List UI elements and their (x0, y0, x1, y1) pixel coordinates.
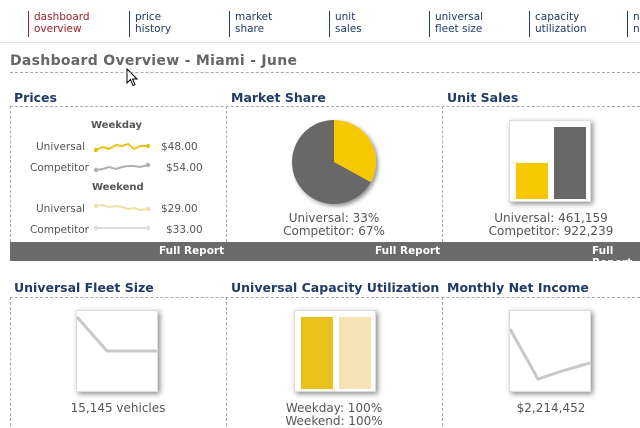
unit-sales-full-report-link[interactable]: Full Report (592, 245, 633, 269)
net-income-chart-frame (509, 310, 591, 392)
price-row-label: Competitor (30, 162, 90, 174)
top-nav: dashboard overview price history market … (0, 0, 640, 43)
divider (226, 106, 227, 242)
fleet-size-caption: 15,145 vehicles (70, 401, 166, 415)
divider (10, 106, 640, 107)
divider (10, 297, 640, 298)
pie-slice-universal (334, 120, 376, 183)
price-row-label: Universal (36, 141, 86, 153)
unit-sales-chart-frame (509, 120, 591, 202)
bar-universal (516, 162, 548, 199)
page-title: Dashboard Overview - Miami - June (10, 53, 298, 69)
divider (442, 106, 443, 242)
universal-weekday-sparkline (94, 142, 151, 153)
price-row-label: Competitor (30, 224, 90, 236)
divider (10, 106, 11, 242)
net-income-line-chart (510, 328, 590, 381)
divider (226, 297, 227, 426)
prices-footer-bar (10, 242, 226, 261)
capacity-weekday: Weekday: 100% (285, 401, 383, 415)
market-share-footer-bar (226, 242, 442, 261)
price-value: $48.00 (161, 141, 198, 153)
divider (10, 72, 640, 73)
market-share-title[interactable]: Market Share (231, 90, 326, 105)
fleet-size-title[interactable]: Universal Fleet Size (14, 280, 154, 295)
nav-universal-fleet-size[interactable]: universal fleet size (429, 11, 483, 37)
capacity-weekend: Weekend: 100% (285, 414, 383, 428)
fleet-size-chart-frame (76, 310, 158, 392)
unit-sales-bar-chart (516, 127, 586, 199)
net-income-caption: $2,214,452 (516, 401, 586, 415)
unit-sales-footer-bar (442, 242, 640, 261)
price-value: $54.00 (166, 162, 203, 174)
prices-title[interactable]: Prices (14, 90, 57, 105)
market-share-pie (292, 120, 376, 204)
unit-sales-universal: Universal: 461,159 (494, 211, 608, 225)
competitor-weekday-sparkline (94, 162, 151, 173)
nav-dashboard-overview[interactable]: dashboard overview (28, 11, 90, 37)
mouse-cursor-icon (126, 68, 138, 87)
bar-competitor (554, 127, 586, 199)
capacity-chart-frame (294, 310, 376, 392)
capacity-title[interactable]: Universal Capacity Utilization (231, 280, 440, 295)
divider (10, 297, 11, 426)
price-value: $33.00 (166, 224, 203, 236)
bar-weekend (339, 317, 371, 389)
competitor-weekend-sparkline (94, 225, 151, 231)
universal-weekend-sparkline (94, 203, 151, 212)
price-value: $29.00 (161, 203, 198, 215)
nav-more[interactable]: n n (627, 11, 640, 37)
market-share-universal: Universal: 33% (288, 211, 380, 225)
pie-slice-competitor (292, 120, 371, 204)
unit-sales-title[interactable]: Unit Sales (447, 90, 519, 105)
weekday-label: Weekday (91, 120, 143, 131)
market-share-full-report-link[interactable]: Full Report (375, 245, 441, 257)
price-row-label: Universal (36, 203, 86, 215)
divider (442, 297, 443, 426)
bar-weekday (301, 317, 333, 389)
prices-full-report-link[interactable]: Full Report (159, 245, 225, 257)
market-share-competitor: Competitor: 67% (283, 224, 385, 238)
nav-price-history[interactable]: price history (129, 11, 171, 37)
weekend-label: Weekend (92, 182, 144, 193)
nav-market-share[interactable]: market share (229, 11, 272, 37)
nav-capacity-utilization[interactable]: capacity utilization (529, 11, 587, 37)
unit-sales-competitor: Competitor: 922,239 (488, 224, 614, 238)
net-income-title[interactable]: Monthly Net Income (447, 280, 589, 295)
capacity-bar-chart (301, 317, 371, 389)
fleet-size-line-chart (77, 316, 157, 353)
nav-unit-sales[interactable]: unit sales (329, 11, 362, 37)
